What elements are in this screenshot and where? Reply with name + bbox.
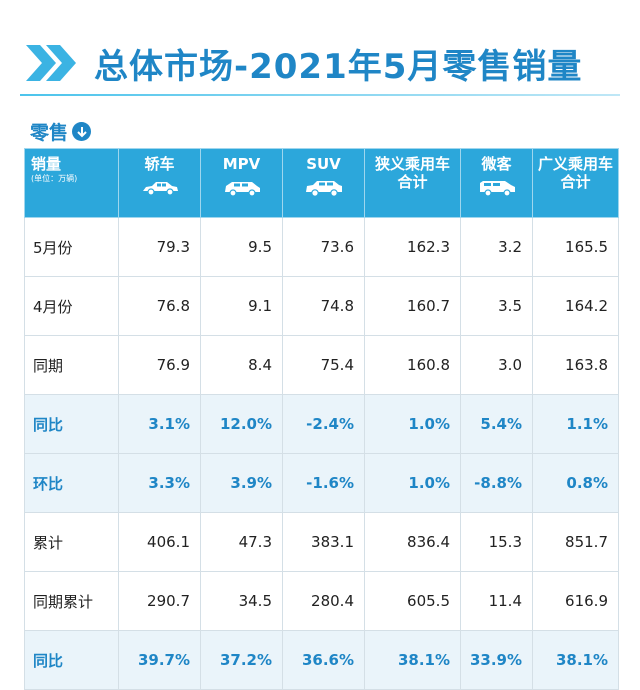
- header-label: MPV: [222, 155, 261, 173]
- table-cell: 15.3: [460, 512, 533, 572]
- table-cell: 605.5: [364, 571, 461, 631]
- table-cell: 406.1: [118, 512, 201, 572]
- table-cell: 0.8%: [532, 453, 619, 513]
- minivan-icon: [479, 181, 515, 197]
- table-cell: 3.0: [460, 335, 533, 395]
- double-chevron-icon: [22, 41, 80, 85]
- row-label: 4月份: [24, 276, 119, 336]
- table-cell: 851.7: [532, 512, 619, 572]
- table-cell: 280.4: [282, 571, 365, 631]
- table-cell: 36.6%: [282, 630, 365, 690]
- header-label-line2: 合计: [397, 173, 428, 191]
- row-label: 累计: [24, 512, 119, 572]
- header-cell-narrow-total: 狭义乘用车 合计: [364, 148, 461, 218]
- table-cell: 38.1%: [364, 630, 461, 690]
- table-cell: 9.1: [200, 276, 283, 336]
- arrow-down-circle-icon: [72, 122, 92, 141]
- title-underline: [20, 94, 620, 96]
- table-cell: 12.0%: [200, 394, 283, 454]
- row-label: 环比: [24, 453, 119, 513]
- table-row: 环比 3.3% 3.9% -1.6% 1.0% -8.8% 0.8%: [24, 453, 619, 513]
- header-label: SUV: [306, 155, 341, 173]
- table-cell: 3.2: [460, 217, 533, 277]
- row-label: 5月份: [24, 217, 119, 277]
- suv-icon: [305, 181, 342, 197]
- table-cell: 1.0%: [364, 453, 461, 513]
- table-cell: 34.5: [200, 571, 283, 631]
- table-cell: 73.6: [282, 217, 365, 277]
- header-label-line2: 合计: [560, 173, 591, 191]
- table-cell: 3.9%: [200, 453, 283, 513]
- table-header-row: 销量 (单位：万辆) 轿车 MPV: [24, 148, 619, 218]
- table-cell: 39.7%: [118, 630, 201, 690]
- row-label: 同期累计: [24, 571, 119, 631]
- header-label: 轿车: [144, 155, 175, 173]
- header-label: 微客: [481, 155, 512, 173]
- header-cell-mpv: MPV: [200, 148, 283, 218]
- table-row: 5月份 79.3 9.5 73.6 162.3 3.2 165.5: [24, 217, 619, 277]
- table-cell: -1.6%: [282, 453, 365, 513]
- table-cell: 47.3: [200, 512, 283, 572]
- table-cell: 74.8: [282, 276, 365, 336]
- header-cell-minivan: 微客: [460, 148, 533, 218]
- table-cell: 8.4: [200, 335, 283, 395]
- table-cell: 160.7: [364, 276, 461, 336]
- table-cell: 75.4: [282, 335, 365, 395]
- table-cell: 9.5: [200, 217, 283, 277]
- table-cell: 76.9: [118, 335, 201, 395]
- header-label: 销量: [31, 155, 62, 173]
- table-row: 4月份 76.8 9.1 74.8 160.7 3.5 164.2: [24, 276, 619, 336]
- table-cell: 836.4: [364, 512, 461, 572]
- header-label-line1: 狭义乘用车: [374, 155, 450, 173]
- table-cell: 616.9: [532, 571, 619, 631]
- table-cell: 1.1%: [532, 394, 619, 454]
- table-cell: 3.5: [460, 276, 533, 336]
- table-row: 同比 39.7% 37.2% 36.6% 38.1% 33.9% 38.1%: [24, 630, 619, 690]
- row-label: 同比: [24, 630, 119, 690]
- page-title: 总体市场-2021年5月零售销量: [94, 46, 583, 87]
- header-cell-sedan: 轿车: [118, 148, 201, 218]
- table-cell: -2.4%: [282, 394, 365, 454]
- table-body: 5月份 79.3 9.5 73.6 162.3 3.2 165.5 4月份 76.8 9.1 74.…: [24, 217, 619, 690]
- header-cell-suv: SUV: [282, 148, 365, 218]
- sales-table-wrap: 销量 (单位：万辆) 轿车 MPV: [24, 148, 619, 690]
- table-cell: 3.3%: [118, 453, 201, 513]
- row-label: 同期: [24, 335, 119, 395]
- table-cell: 164.2: [532, 276, 619, 336]
- table-cell: 3.1%: [118, 394, 201, 454]
- table-cell: 383.1: [282, 512, 365, 572]
- table-cell: 11.4: [460, 571, 533, 631]
- header-cell-metric: 销量 (单位：万辆): [24, 148, 119, 218]
- table-cell: 160.8: [364, 335, 461, 395]
- table-cell: 37.2%: [200, 630, 283, 690]
- table-cell: 76.8: [118, 276, 201, 336]
- mpv-icon: [224, 182, 260, 197]
- sales-table: 销量 (单位：万辆) 轿车 MPV: [24, 148, 619, 690]
- section-label: 零售: [30, 118, 92, 145]
- table-cell: 165.5: [532, 217, 619, 277]
- header-label-line1: 广义乘用车: [537, 155, 613, 173]
- title-bar: 总体市场-2021年5月零售销量: [22, 38, 582, 88]
- table-row: 同期 76.9 8.4 75.4 160.8 3.0 163.8: [24, 335, 619, 395]
- table-cell: 163.8: [532, 335, 619, 395]
- section-label-text: 零售: [30, 122, 69, 144]
- table-row: 同期累计 290.7 34.5 280.4 605.5 11.4 616.9: [24, 571, 619, 631]
- table-cell: 162.3: [364, 217, 461, 277]
- table-cell: 1.0%: [364, 394, 461, 454]
- header-cell-broad-total: 广义乘用车 合计: [532, 148, 619, 218]
- sedan-icon: [142, 182, 178, 196]
- table-cell: -8.8%: [460, 453, 533, 513]
- table-row: 同比 3.1% 12.0% -2.4% 1.0% 5.4% 1.1%: [24, 394, 619, 454]
- table-cell: 38.1%: [532, 630, 619, 690]
- header-unit: (单位：万辆): [31, 174, 78, 183]
- table-cell: 79.3: [118, 217, 201, 277]
- row-label: 同比: [24, 394, 119, 454]
- table-cell: 5.4%: [460, 394, 533, 454]
- table-cell: 290.7: [118, 571, 201, 631]
- table-row: 累计 406.1 47.3 383.1 836.4 15.3 851.7: [24, 512, 619, 572]
